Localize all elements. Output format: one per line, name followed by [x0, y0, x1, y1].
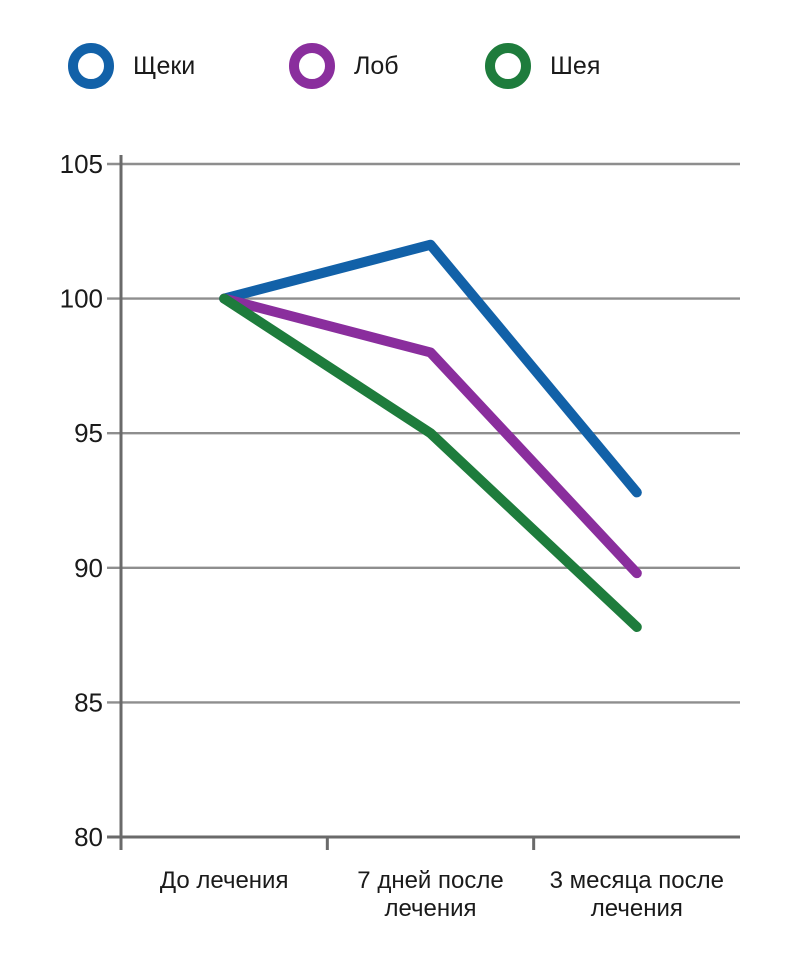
legend-marker-cheeks-icon: [68, 43, 114, 89]
y-tick-label: 95: [74, 418, 103, 448]
y-tick-label: 85: [74, 687, 103, 717]
legend-item-neck: Шея: [485, 42, 600, 90]
x-tick-label: До лечения: [160, 867, 289, 894]
series-line-neck: [219, 293, 642, 633]
legend-item-cheeks: Щеки: [68, 42, 195, 90]
legend-label-cheeks: Щеки: [133, 51, 196, 80]
y-tick-label: 105: [60, 149, 103, 179]
legend-marker-forehead-icon: [289, 43, 335, 89]
series-line-cheeks: [219, 239, 642, 498]
legend-label-forehead: Лоб: [354, 51, 399, 80]
x-tick-label: 3 месяца после лечения: [550, 867, 724, 922]
series-line-forehead: [219, 293, 642, 579]
y-tick-label: 90: [74, 553, 103, 583]
legend-marker-neck-icon: [485, 43, 531, 89]
x-tick-label: 7 дней после лечения: [357, 867, 503, 922]
chart-legend: Щеки Лоб Шея: [0, 0, 806, 110]
y-tick-label: 100: [60, 284, 103, 314]
y-tick-label: 80: [74, 822, 103, 852]
legend-item-forehead: Лоб: [289, 42, 399, 90]
legend-label-neck: Шея: [550, 51, 601, 80]
